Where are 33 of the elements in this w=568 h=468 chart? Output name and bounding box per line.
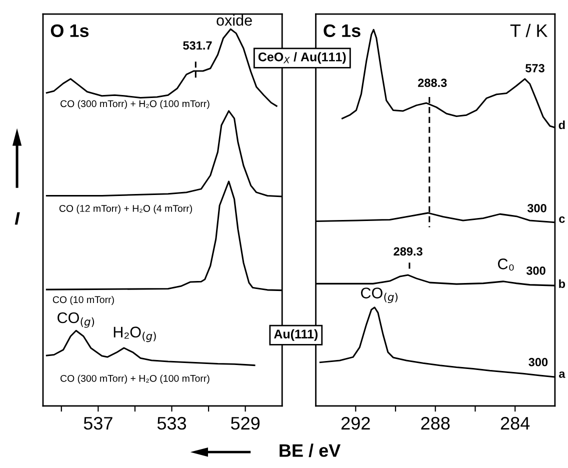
x-axis-title: BE / eV <box>280 444 341 458</box>
annotation: CO (10 mTorr) <box>52 296 114 306</box>
annotation: C₀ <box>498 258 514 271</box>
chart-title: C 1s <box>324 24 360 38</box>
annotation: CO (300 mTorr) + H₂O (100 mTorr) <box>60 100 210 110</box>
annotation: T / K <box>510 24 548 38</box>
x-tick-label: 537 <box>84 416 112 430</box>
annotation: 288.3 <box>418 78 447 88</box>
annotation: CeO$_{X}$ / Au(111) <box>258 52 346 64</box>
annotation: 300 <box>528 358 548 366</box>
annotation: CO$_{(g)}$ <box>58 312 94 328</box>
text: c <box>559 216 565 223</box>
annotation: 531.7 <box>183 41 212 50</box>
text: b <box>559 279 566 288</box>
text: d <box>558 120 565 130</box>
x-tick-label: 292 <box>342 416 370 430</box>
annotation: H₂O$_{(g)}$ <box>114 326 156 342</box>
annotation: 300 <box>527 204 546 212</box>
y-axis-title: I <box>14 212 20 225</box>
annotation: CO (300 mTorr) + H₂O (100 mTorr) <box>60 374 210 384</box>
chart-title: O 1s <box>50 24 89 38</box>
annotation: Au(111) <box>274 329 318 341</box>
x-tick-label: 529 <box>231 416 260 430</box>
x-tick-label: 284 <box>500 416 530 430</box>
annotation: 289.3 <box>394 247 422 256</box>
text: a <box>558 371 566 378</box>
annotation: CO (12 mTorr) + H₂O (4 mTorr) <box>59 204 192 214</box>
x-tick-label: 288 <box>421 416 450 430</box>
x-tick-label: 533 <box>157 416 186 430</box>
text: oxide <box>216 14 252 26</box>
annotation: CO$_{(g)}$ <box>361 288 398 304</box>
annotation: 573 <box>526 64 544 72</box>
annotation: 300 <box>526 266 546 275</box>
